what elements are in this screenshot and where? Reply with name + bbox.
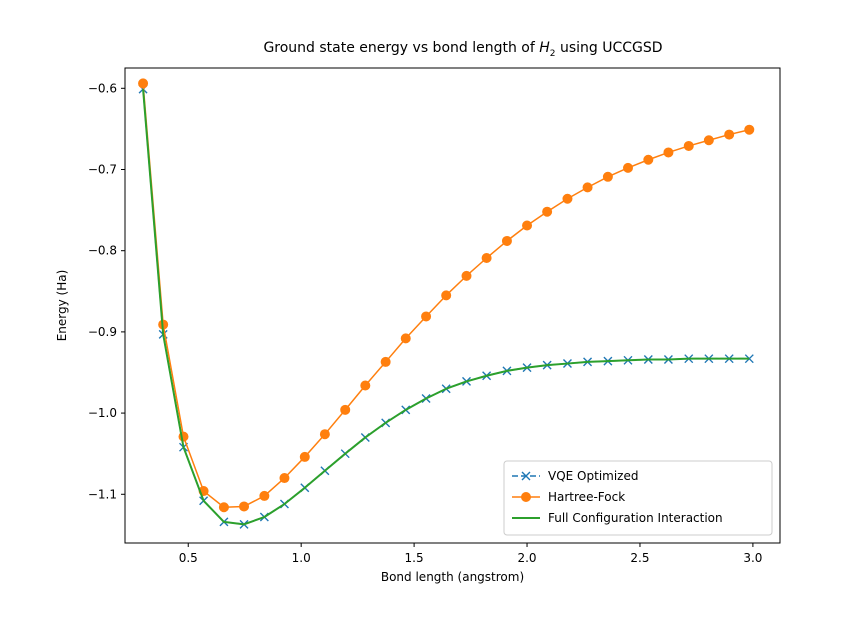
data-point-marker	[683, 140, 694, 151]
x-tick-label: 3.0	[743, 551, 762, 565]
data-point-marker	[441, 290, 452, 301]
y-tick-label: −1.0	[88, 406, 117, 420]
data-point-marker	[218, 502, 229, 513]
y-tick-label: −0.6	[88, 81, 117, 95]
data-point-marker	[340, 404, 351, 415]
series-full-configuration-interaction	[142, 89, 750, 526]
legend-label: Hartree-Fock	[548, 490, 625, 504]
x-tick-label: 1.0	[292, 551, 311, 565]
data-point-marker	[542, 206, 553, 217]
chart-title-prefix: Ground state energy vs bond length of	[263, 40, 539, 56]
data-point-marker	[744, 354, 754, 364]
x-tick-label: 0.5	[179, 551, 198, 565]
data-point-marker	[400, 333, 411, 344]
data-point-marker	[724, 129, 735, 140]
series-line	[142, 89, 750, 526]
legend-label: Full Configuration Interaction	[548, 511, 723, 525]
plot-area	[138, 78, 755, 529]
data-point-marker	[319, 429, 330, 440]
x-axis-label: Bond length (angstrom)	[381, 570, 524, 584]
data-point-marker	[481, 253, 492, 263]
data-point-marker	[259, 490, 270, 501]
legend: VQE Optimized Hartree-Fock Full Configurat…	[503, 460, 773, 536]
x-tick-label: 2.5	[630, 551, 649, 565]
data-point-marker	[299, 451, 310, 462]
chart-title-subscript: 2	[550, 49, 556, 59]
x-tick-label: 2.0	[517, 551, 536, 565]
series-line	[142, 89, 750, 526]
chart-title: Ground state energy vs bond length of H2…	[263, 40, 662, 59]
axes-frame	[124, 67, 781, 544]
x-tick-label: 1.5	[405, 551, 424, 565]
data-point-marker	[138, 78, 149, 89]
data-point-marker	[703, 135, 714, 146]
data-point-marker	[421, 311, 432, 322]
legend-label: VQE Optimized	[548, 469, 638, 483]
data-point-marker	[643, 154, 654, 165]
series-hartree-fock	[138, 78, 755, 513]
data-point-marker	[279, 473, 290, 484]
data-point-marker	[602, 171, 613, 182]
data-point-marker	[239, 501, 250, 512]
legend-item: Full Configuration Interaction	[512, 511, 723, 525]
data-point-marker	[663, 147, 674, 158]
legend-item: Hartree-Fock	[512, 490, 625, 504]
data-point-marker	[522, 220, 533, 231]
data-point-marker	[380, 356, 391, 367]
x-axis-ticks: 0.5 1.0 1.5 2.0 2.5 3.0	[179, 543, 762, 565]
legend-item: VQE Optimized	[512, 469, 638, 483]
data-point-marker	[521, 471, 531, 481]
data-point-marker	[360, 380, 371, 391]
data-point-marker	[582, 182, 593, 193]
chart-title-suffix: using UCCGSD	[556, 40, 663, 56]
data-point-marker	[622, 162, 633, 173]
y-tick-label: −0.9	[88, 325, 117, 339]
chart-title-variable: H	[539, 40, 550, 56]
data-point-marker	[461, 270, 472, 281]
y-tick-label: −0.8	[88, 244, 117, 258]
y-axis-label: Energy (Ha)	[55, 270, 69, 342]
data-point-marker	[501, 235, 512, 246]
data-point-marker	[521, 492, 531, 502]
data-point-marker	[744, 124, 755, 135]
data-point-marker	[562, 193, 573, 204]
y-axis-ticks: −0.6 −0.7 −0.8 −0.9 −1.0 −1.1	[88, 81, 125, 501]
y-tick-label: −0.7	[88, 162, 117, 176]
y-tick-label: −1.1	[88, 487, 117, 501]
legend-box	[503, 460, 773, 536]
